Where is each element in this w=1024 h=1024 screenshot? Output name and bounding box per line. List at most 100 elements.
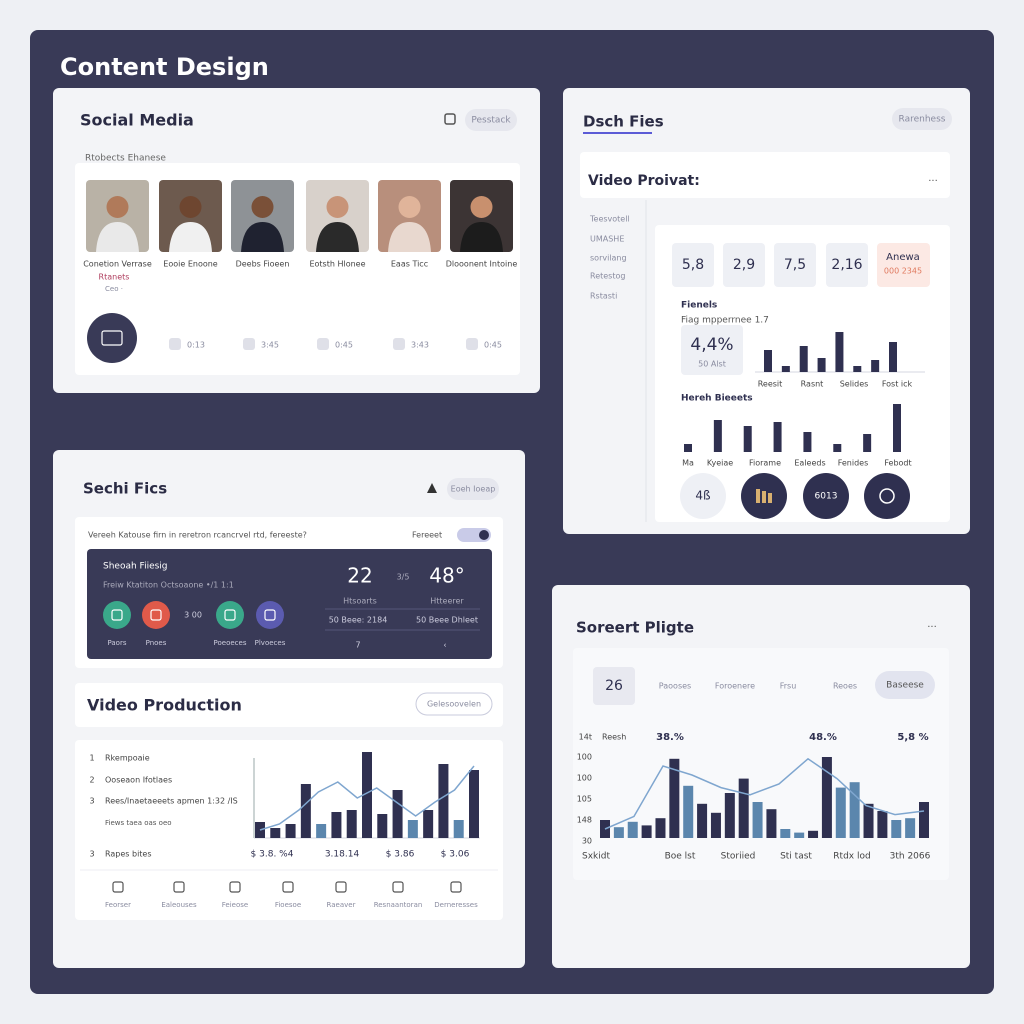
pill[interactable] [875,671,935,699]
media-icon[interactable] [393,338,405,350]
x-tick-label: Selides [840,380,869,389]
menu[interactable]: ... [928,173,938,184]
note: Vereeh Katouse firn in reretron rcancrve… [88,531,307,540]
badge [593,667,635,705]
annotation: 5,8 % [897,732,928,743]
bar [655,818,666,838]
action-circle[interactable] [680,473,726,519]
list-number: 3 [89,850,94,859]
dark-panel [87,549,492,659]
x-tick-label: Ealeeds [794,459,825,468]
action-circle[interactable] [256,601,284,629]
list-number: 1 [89,754,94,763]
alert-title: Anewa [886,252,920,263]
tab[interactable]: Reoes [833,682,857,691]
list-item[interactable]: Rees/Inaetaeeets apmen 1:32 /IS [105,797,238,806]
nav-icon[interactable] [282,881,294,893]
stat-value: 2,9 [733,257,755,273]
list-item[interactable]: Ooseaon Ifotlaes [105,776,172,785]
nav-icon[interactable] [392,881,404,893]
nav-icon[interactable] [229,881,241,893]
bar [919,802,929,838]
action-circle[interactable] [103,601,131,629]
panel [655,225,950,522]
button[interactable] [465,109,517,131]
action-label: Pnoes [146,639,167,647]
person-body [388,222,431,252]
pill-label[interactable]: Baseese [886,681,924,691]
x-tick-label: Fenides [838,459,869,468]
annotation: 38.% [656,732,684,743]
x-tick-label: Storiied [721,852,756,862]
nav-icon[interactable] [335,881,347,893]
nav-icon[interactable] [173,881,185,893]
button-label[interactable]: Pesstack [471,116,511,126]
nav-label[interactable]: Resnaantoran [374,901,423,909]
nav-label[interactable]: Feieose [222,901,248,909]
icon [756,489,760,503]
bar [835,332,844,372]
bar [438,764,449,838]
action-circle[interactable] [142,601,170,629]
x-tick-label: $ 3.86 [386,850,415,860]
icon [264,609,276,621]
nav-icon[interactable] [450,881,462,893]
pager[interactable]: 7 [355,641,360,650]
nav-icon[interactable] [112,881,124,893]
pager[interactable]: ‹ [443,641,446,650]
button-label[interactable]: Gelesoovelen [427,700,481,709]
media-icon[interactable] [466,338,478,350]
y-tick-label: 105 [577,795,592,804]
nav-label[interactable]: Ealeouses [161,901,197,909]
nav-label[interactable]: Raeaver [327,901,356,909]
bar [877,811,888,838]
toggle-knob [479,530,489,540]
person-body [169,222,212,252]
caption: Htsoarts [343,597,377,606]
card-title: Dsch Fies [583,113,664,131]
list-item[interactable]: Rapes bites [105,850,152,859]
tab[interactable]: Frsu [780,682,797,691]
nav-label[interactable]: Feorser [105,901,131,909]
bar [423,810,434,838]
icon[interactable] [444,113,456,125]
sidebar-item[interactable]: Teesvotell [589,215,630,224]
trend-line [604,757,925,830]
duration: 3:43 [411,341,429,350]
bar [697,803,708,838]
icon [762,491,766,503]
caption: 50 Beee Dhleet [416,616,478,625]
x-tick-label: Rasnt [801,380,824,389]
list-item[interactable]: Rkempoaie [105,754,150,763]
trend-line [259,765,475,831]
sidebar-item[interactable]: UMASHE [590,235,624,244]
sidebar-item[interactable]: sorvilang [590,254,627,263]
bar [821,757,832,838]
tab[interactable]: Foroenere [715,682,755,691]
media-icon[interactable] [169,338,181,350]
action-circle[interactable] [864,473,910,519]
button-label[interactable]: Eoeh Ioeap [451,485,496,494]
media-icon[interactable] [243,338,255,350]
sidebar-item[interactable]: Rstasti [590,292,617,301]
menu[interactable]: ... [927,619,937,630]
button-label[interactable]: Rarenhess [899,115,946,125]
bar [764,350,772,372]
x-tick-label: Fiorame [749,459,781,468]
icon [427,483,437,493]
action-label[interactable]: 6013 [815,492,838,502]
action-label[interactable]: 4ß [695,489,711,503]
action-circle[interactable] [803,473,849,519]
button[interactable] [447,478,499,500]
play-button[interactable] [87,313,137,363]
big-number: 48° [429,564,464,588]
tab[interactable]: Paooses [659,682,691,691]
media-icon[interactable] [317,338,329,350]
nav-label[interactable]: Derneresses [434,901,478,909]
nav-label[interactable]: Fioesoe [275,901,301,909]
x-tick-label: Reesit [758,380,783,389]
sidebar-item[interactable]: Retestog [590,272,625,281]
action-circle[interactable] [216,601,244,629]
button[interactable] [892,108,952,130]
button[interactable] [415,692,493,716]
